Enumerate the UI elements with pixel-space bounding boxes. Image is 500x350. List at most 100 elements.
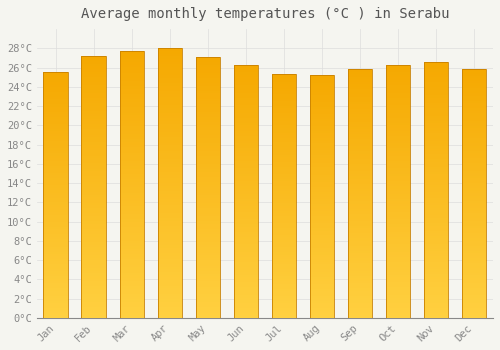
Bar (348, 306, 372, 308)
Bar (424, 177, 448, 180)
Bar (348, 87, 372, 89)
Bar (348, 199, 372, 201)
Bar (82, 284, 106, 286)
Bar (348, 243, 372, 246)
Bar (44, 242, 68, 244)
Bar (234, 239, 258, 242)
Bar (44, 75, 68, 77)
Bar (82, 231, 106, 234)
Bar (386, 295, 410, 298)
Bar (158, 167, 182, 170)
Bar (386, 285, 410, 287)
Bar (196, 117, 220, 120)
Bar (272, 108, 296, 111)
Bar (272, 99, 296, 101)
Bar (424, 295, 448, 298)
Bar (44, 286, 68, 288)
Bar (158, 56, 182, 59)
Bar (462, 108, 486, 111)
Bar (82, 137, 106, 140)
Bar (424, 279, 448, 282)
Bar (234, 262, 258, 265)
Bar (196, 211, 220, 213)
Bar (120, 54, 144, 57)
Bar (386, 217, 410, 219)
Bar (310, 194, 334, 197)
Bar (386, 242, 410, 244)
Bar (424, 113, 448, 116)
Bar (82, 279, 106, 281)
Bar (196, 127, 220, 130)
Bar (348, 112, 372, 114)
Bar (386, 77, 410, 80)
Bar (82, 315, 106, 318)
Bar (424, 203, 448, 205)
Bar (120, 315, 144, 318)
Bar (272, 289, 296, 291)
Bar (82, 88, 106, 90)
Bar (196, 60, 220, 62)
Bar (196, 287, 220, 289)
Bar (158, 180, 182, 183)
Bar (82, 66, 106, 69)
Bar (348, 186, 372, 189)
Bar (234, 174, 258, 176)
Bar (348, 216, 372, 218)
Bar (44, 315, 68, 318)
Bar (348, 82, 372, 84)
Bar (196, 133, 220, 135)
Bar (234, 244, 258, 247)
Bar (158, 164, 182, 167)
Bar (272, 162, 296, 164)
Bar (424, 69, 448, 72)
Bar (196, 57, 220, 318)
Bar (310, 214, 334, 216)
Bar (234, 67, 258, 70)
Bar (82, 197, 106, 200)
Bar (272, 116, 296, 118)
Bar (462, 144, 486, 146)
Bar (234, 103, 258, 105)
Bar (234, 204, 258, 206)
Bar (424, 128, 448, 131)
Bar (120, 51, 144, 54)
Bar (234, 313, 258, 315)
Bar (120, 64, 144, 67)
Bar (272, 262, 296, 264)
Bar (158, 86, 182, 89)
Bar (272, 313, 296, 315)
Bar (44, 239, 68, 242)
Bar (158, 116, 182, 118)
Bar (424, 200, 448, 203)
Bar (120, 91, 144, 94)
Bar (120, 195, 144, 198)
Bar (272, 276, 296, 279)
Bar (348, 77, 372, 79)
Bar (348, 303, 372, 306)
Bar (462, 168, 486, 171)
Bar (424, 269, 448, 272)
Bar (234, 257, 258, 260)
Bar (386, 232, 410, 234)
Bar (158, 70, 182, 72)
Bar (424, 249, 448, 251)
Bar (424, 264, 448, 267)
Bar (196, 75, 220, 78)
Bar (272, 286, 296, 289)
Bar (310, 117, 334, 119)
Bar (158, 267, 182, 270)
Bar (424, 167, 448, 169)
Bar (424, 116, 448, 118)
Bar (44, 210, 68, 212)
Bar (272, 279, 296, 281)
Bar (272, 206, 296, 208)
Bar (310, 303, 334, 306)
Bar (386, 310, 410, 313)
Bar (272, 272, 296, 274)
Bar (386, 105, 410, 108)
Bar (386, 65, 410, 318)
Bar (462, 203, 486, 206)
Bar (158, 97, 182, 99)
Bar (234, 133, 258, 135)
Bar (196, 91, 220, 93)
